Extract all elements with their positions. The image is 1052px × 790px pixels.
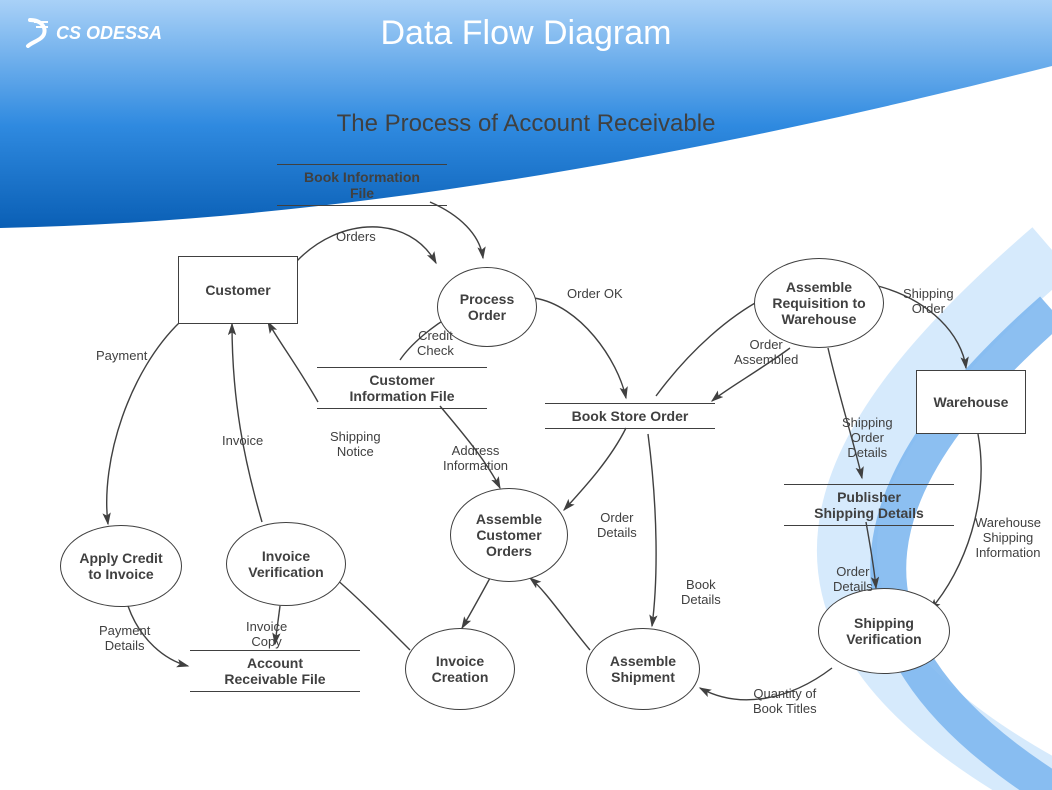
edge-label-e_book_details: BookDetails <box>681 578 721 608</box>
process-assemble_req: AssembleRequisition toWarehouse <box>754 258 884 348</box>
entity-warehouse: Warehouse <box>916 370 1026 434</box>
edge-label-e_shipping_order: ShippingOrder <box>903 287 954 317</box>
process-assemble_cust_orders: AssembleCustomerOrders <box>450 488 568 582</box>
edge-e_ship_to_aco <box>530 578 590 650</box>
datastore-pub_ship_details: PublisherShipping Details <box>784 484 954 526</box>
datastore-acct_recv_file: AccountReceivable File <box>190 650 360 692</box>
edge-label-e_qty_books: Quantity ofBook Titles <box>753 687 817 717</box>
datastore-cust_info_file: CustomerInformation File <box>317 367 487 409</box>
edge-label-e_payment: Payment <box>96 349 147 364</box>
edge-label-e_order_details1: OrderDetails <box>597 511 637 541</box>
subtitle: The Process of Account Receivable <box>0 110 1052 138</box>
edge-e_order_details1 <box>564 428 626 510</box>
process-apply_credit: Apply Creditto Invoice <box>60 525 182 607</box>
edge-label-e_addr_info: AddressInformation <box>443 444 508 474</box>
edge-e_bookinfo_to_po <box>430 202 483 258</box>
edge-label-e_pay_details: PaymentDetails <box>99 624 150 654</box>
edge-label-e_invoice: Invoice <box>222 434 263 449</box>
edge-label-e_order_ok: Order OK <box>567 287 623 302</box>
edge-e_invoice <box>232 324 262 522</box>
edge-e_ship_notice <box>268 322 318 402</box>
edge-label-e_order_details2: OrderDetails <box>833 565 873 595</box>
logo-text: CS ODESSA <box>56 23 162 44</box>
datastore-book_info_file: Book InformationFile <box>277 164 447 206</box>
edge-label-e_credit_check: CreditCheck <box>417 329 454 359</box>
edge-label-e_wh_ship_info: WarehouseShippingInformation <box>975 516 1041 561</box>
diagram-canvas: CS ODESSA Data Flow Diagram The Process … <box>0 0 1052 790</box>
edge-label-e_orders: Orders <box>336 230 376 245</box>
edge-e_order_ok <box>534 298 626 398</box>
logo: CS ODESSA <box>24 18 162 48</box>
edge-e_aco_to_invcr <box>462 578 490 628</box>
entity-customer: Customer <box>178 256 298 324</box>
process-invoice_verification: InvoiceVerification <box>226 522 346 606</box>
process-assemble_shipment: AssembleShipment <box>586 628 700 710</box>
edge-label-e_invoice_copy: InvoiceCopy <box>246 620 287 650</box>
process-invoice_creation: InvoiceCreation <box>405 628 515 710</box>
edge-e_invcr_to_invver <box>330 574 410 650</box>
edge-e_book_details <box>648 434 656 626</box>
edge-label-e_order_assembled: OrderAssembled <box>734 338 798 368</box>
edge-label-e_ship_notice: ShippingNotice <box>330 430 381 460</box>
datastore-book_store_order: Book Store Order <box>545 403 715 429</box>
edge-label-e_ship_ord_details: ShippingOrderDetails <box>842 416 893 461</box>
process-shipping_verification: ShippingVerification <box>818 588 950 674</box>
